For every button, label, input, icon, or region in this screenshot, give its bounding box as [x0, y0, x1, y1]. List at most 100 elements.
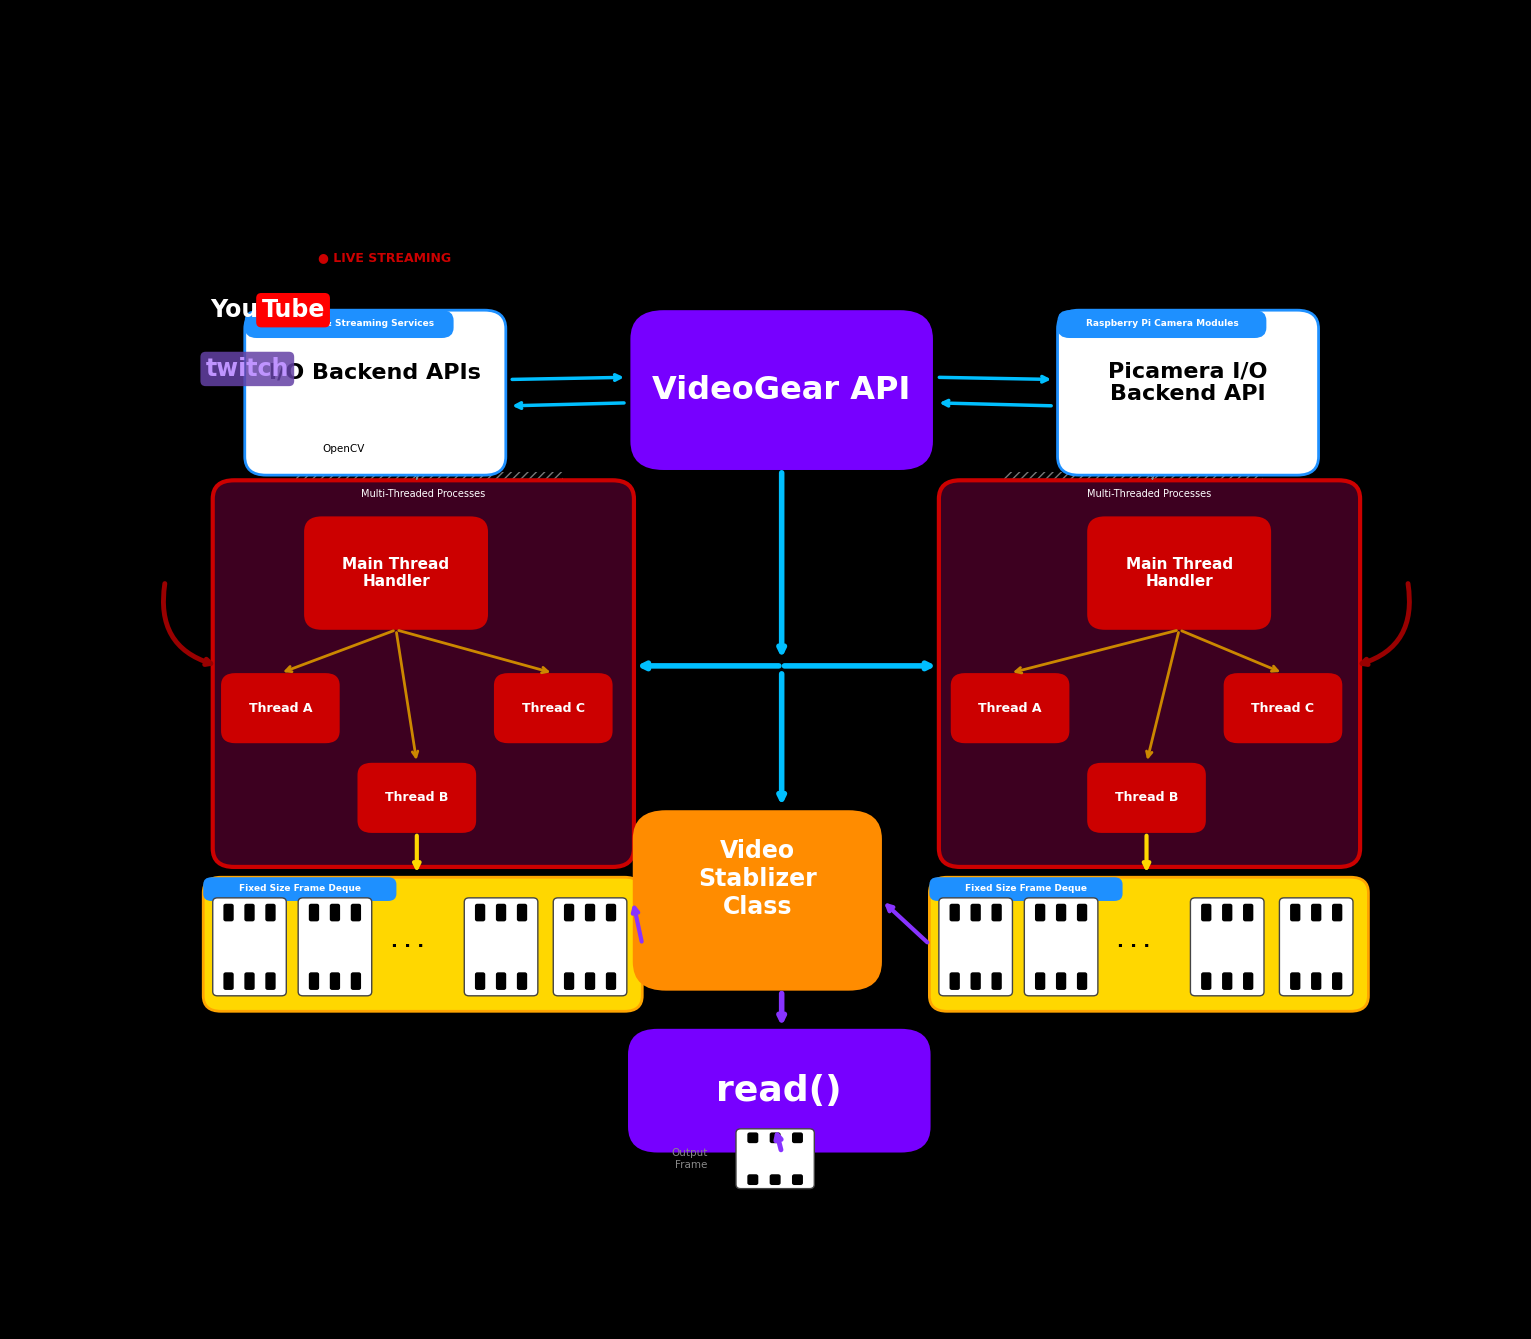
FancyBboxPatch shape: [245, 904, 254, 921]
FancyBboxPatch shape: [606, 972, 615, 990]
Text: Picamera I/O
Backend API: Picamera I/O Backend API: [1108, 362, 1268, 404]
FancyBboxPatch shape: [1076, 904, 1087, 921]
Text: twitch: twitch: [205, 358, 289, 382]
FancyBboxPatch shape: [949, 904, 960, 921]
FancyBboxPatch shape: [585, 972, 596, 990]
FancyBboxPatch shape: [553, 898, 626, 996]
FancyBboxPatch shape: [1035, 904, 1046, 921]
FancyBboxPatch shape: [245, 311, 453, 337]
FancyBboxPatch shape: [224, 972, 234, 990]
FancyBboxPatch shape: [1087, 763, 1206, 833]
FancyBboxPatch shape: [1056, 904, 1066, 921]
Text: Thread A: Thread A: [978, 702, 1041, 715]
Text: Multi-Threaded Processes: Multi-Threaded Processes: [1087, 489, 1211, 498]
FancyBboxPatch shape: [1076, 972, 1087, 990]
FancyBboxPatch shape: [1291, 972, 1300, 990]
Text: Thread C: Thread C: [522, 702, 585, 715]
Text: Multi-Threaded Processes: Multi-Threaded Processes: [361, 489, 485, 498]
FancyBboxPatch shape: [929, 877, 1369, 1011]
FancyBboxPatch shape: [992, 904, 1001, 921]
Text: Main Thread
Handler: Main Thread Handler: [343, 557, 450, 589]
Text: Output
Frame: Output Frame: [671, 1148, 707, 1169]
Text: Video
Stablizer
Class: Video Stablizer Class: [698, 840, 816, 919]
FancyBboxPatch shape: [563, 904, 574, 921]
FancyBboxPatch shape: [496, 972, 507, 990]
Text: Thread A: Thread A: [248, 702, 312, 715]
FancyBboxPatch shape: [464, 898, 537, 996]
Text: You: You: [210, 299, 259, 323]
Text: Tube: Tube: [262, 299, 325, 323]
FancyBboxPatch shape: [204, 877, 643, 1011]
FancyBboxPatch shape: [1056, 972, 1066, 990]
Text: · · ·: · · ·: [1118, 937, 1150, 956]
FancyBboxPatch shape: [351, 972, 361, 990]
FancyBboxPatch shape: [747, 1174, 758, 1185]
FancyBboxPatch shape: [606, 904, 615, 921]
FancyBboxPatch shape: [939, 898, 1012, 996]
FancyBboxPatch shape: [1311, 904, 1321, 921]
FancyBboxPatch shape: [951, 674, 1069, 743]
Text: · · ·: · · ·: [390, 937, 424, 956]
FancyBboxPatch shape: [475, 904, 485, 921]
FancyBboxPatch shape: [792, 1133, 802, 1144]
FancyBboxPatch shape: [351, 904, 361, 921]
FancyBboxPatch shape: [1223, 674, 1343, 743]
FancyBboxPatch shape: [224, 904, 234, 921]
FancyBboxPatch shape: [747, 1133, 758, 1144]
Text: VideoGear API: VideoGear API: [652, 375, 911, 406]
Text: Thread B: Thread B: [1115, 791, 1179, 805]
FancyBboxPatch shape: [1202, 972, 1211, 990]
FancyBboxPatch shape: [971, 904, 981, 921]
FancyBboxPatch shape: [628, 1028, 931, 1153]
FancyBboxPatch shape: [517, 904, 527, 921]
Text: I/O Devices & Streaming Services: I/O Devices & Streaming Services: [265, 319, 435, 328]
FancyBboxPatch shape: [213, 898, 286, 996]
FancyBboxPatch shape: [358, 763, 476, 833]
FancyBboxPatch shape: [245, 311, 505, 475]
Text: ● LIVE STREAMING: ● LIVE STREAMING: [318, 252, 452, 264]
FancyBboxPatch shape: [213, 481, 634, 866]
FancyBboxPatch shape: [245, 972, 254, 990]
Text: Main Thread
Handler: Main Thread Handler: [1125, 557, 1232, 589]
FancyBboxPatch shape: [585, 904, 596, 921]
FancyBboxPatch shape: [265, 972, 276, 990]
FancyBboxPatch shape: [329, 904, 340, 921]
FancyBboxPatch shape: [632, 810, 882, 991]
FancyBboxPatch shape: [792, 1174, 802, 1185]
FancyBboxPatch shape: [204, 877, 397, 901]
FancyBboxPatch shape: [1058, 311, 1318, 475]
FancyBboxPatch shape: [1243, 972, 1254, 990]
Text: Raspberry Pi Camera Modules: Raspberry Pi Camera Modules: [1085, 319, 1239, 328]
Text: I/O Backend APIs: I/O Backend APIs: [269, 363, 481, 383]
FancyBboxPatch shape: [309, 972, 318, 990]
FancyBboxPatch shape: [1191, 898, 1265, 996]
FancyBboxPatch shape: [631, 311, 932, 470]
FancyBboxPatch shape: [939, 481, 1360, 866]
FancyBboxPatch shape: [563, 972, 574, 990]
FancyBboxPatch shape: [517, 972, 527, 990]
Text: Fixed Size Frame Deque: Fixed Size Frame Deque: [239, 884, 361, 893]
FancyBboxPatch shape: [475, 972, 485, 990]
FancyBboxPatch shape: [1202, 904, 1211, 921]
FancyBboxPatch shape: [1291, 904, 1300, 921]
Bar: [295, 473, 563, 513]
FancyBboxPatch shape: [949, 972, 960, 990]
FancyBboxPatch shape: [495, 674, 612, 743]
FancyBboxPatch shape: [1332, 972, 1343, 990]
FancyBboxPatch shape: [265, 904, 276, 921]
FancyBboxPatch shape: [1311, 972, 1321, 990]
FancyBboxPatch shape: [1222, 904, 1232, 921]
FancyBboxPatch shape: [1024, 898, 1098, 996]
FancyBboxPatch shape: [496, 904, 507, 921]
FancyBboxPatch shape: [309, 904, 318, 921]
FancyBboxPatch shape: [1087, 517, 1271, 629]
FancyBboxPatch shape: [992, 972, 1001, 990]
FancyBboxPatch shape: [1035, 972, 1046, 990]
FancyBboxPatch shape: [1332, 904, 1343, 921]
Text: Thread B: Thread B: [386, 791, 449, 805]
Bar: [1004, 473, 1263, 513]
Text: OpenCV: OpenCV: [323, 445, 366, 454]
FancyBboxPatch shape: [929, 877, 1122, 901]
FancyBboxPatch shape: [305, 517, 488, 629]
FancyBboxPatch shape: [770, 1133, 781, 1144]
